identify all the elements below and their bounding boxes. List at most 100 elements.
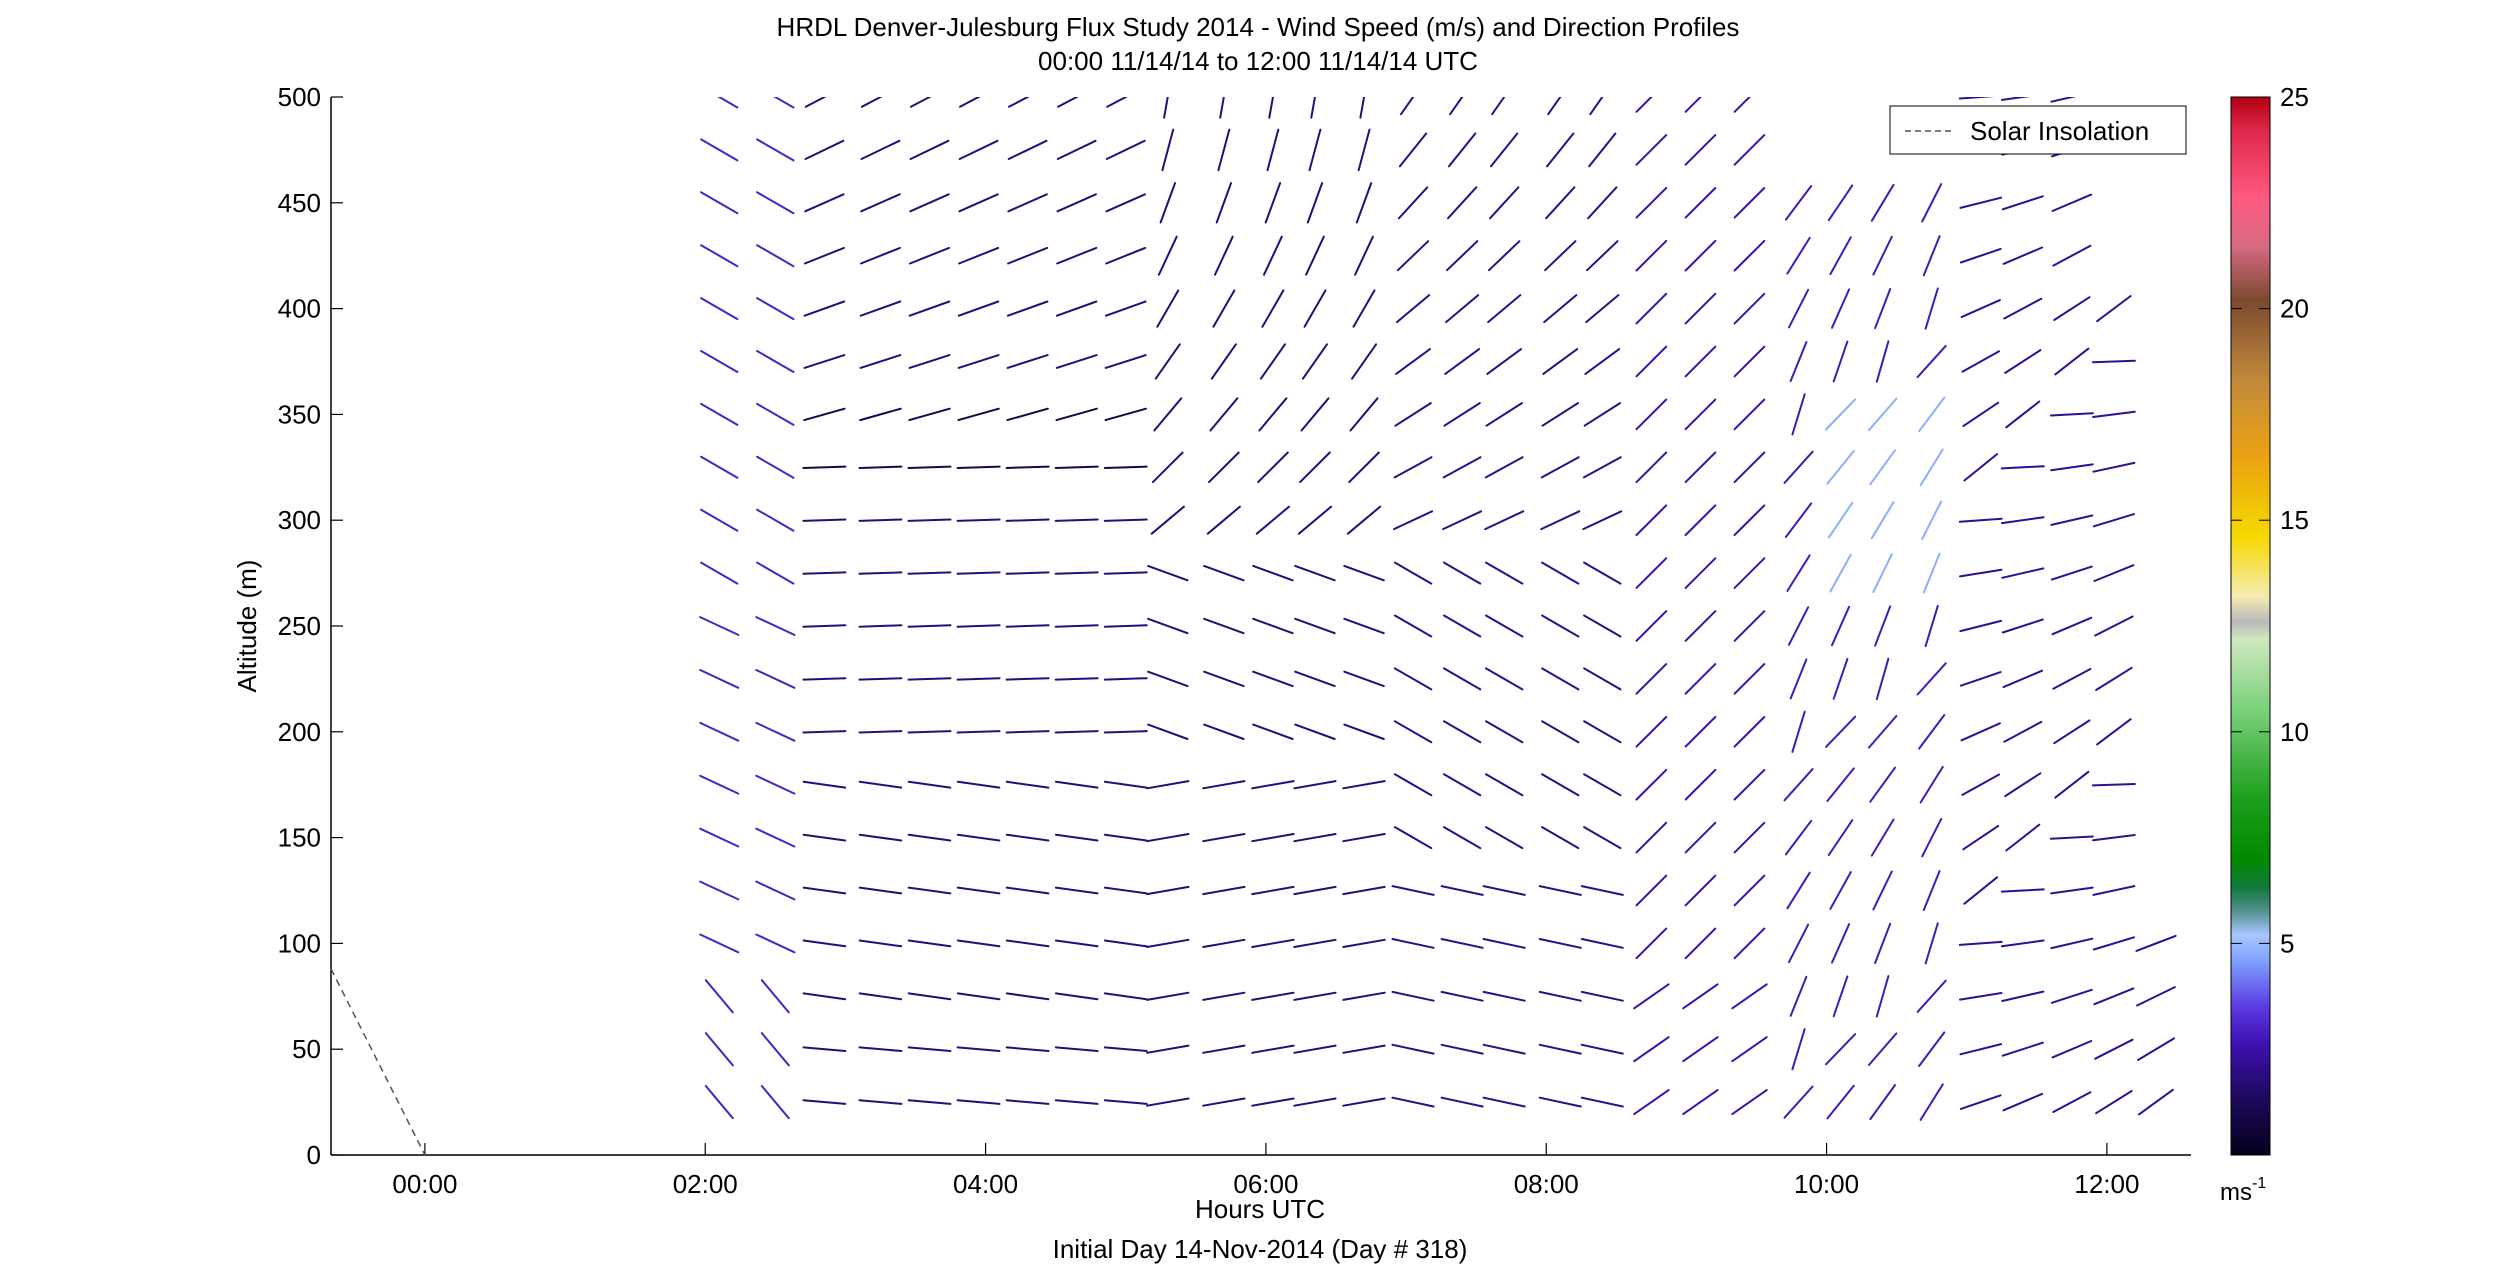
wind-barb [1633, 1089, 1670, 1116]
wind-barb [2049, 412, 2094, 417]
legend: Solar Insolation [1889, 105, 2187, 155]
wind-barb [1635, 716, 1668, 748]
wind-barb [1105, 139, 1146, 160]
wind-barb [956, 571, 1001, 575]
wind-barb [802, 624, 847, 628]
wind-barb [756, 561, 795, 585]
wind-barb [1635, 134, 1668, 166]
colorbar-unit-exponent: -1 [2252, 1175, 2266, 1192]
wind-barb [1202, 885, 1246, 896]
wind-barb [1731, 1036, 1768, 1063]
wind-barb [1103, 465, 1148, 469]
wind-barb [1733, 292, 1766, 325]
wind-barb [957, 300, 1000, 317]
wind-barb [1538, 990, 1582, 1002]
wind-barb [1251, 1044, 1295, 1054]
wind-barb [2052, 244, 2092, 267]
wind-barb [760, 979, 790, 1014]
x-tick-label: 02:00 [673, 1169, 738, 1199]
y-axis-label: Altitude (m) [232, 560, 262, 693]
wind-barb [1005, 780, 1050, 789]
wind-barb [1485, 667, 1524, 691]
wind-barb [1867, 715, 1898, 749]
colorbar-tick-label: 5 [2280, 928, 2294, 958]
wind-barb [1342, 991, 1386, 1001]
wind-barb [1342, 1097, 1386, 1107]
wind-barb [1005, 518, 1050, 522]
wind-barb [1103, 571, 1148, 575]
wind-barb [907, 624, 952, 628]
wind-barb [1789, 975, 1808, 1017]
wind-barb [2002, 246, 2044, 265]
wind-barb [1294, 723, 1336, 740]
wind-barb [1057, 97, 1079, 108]
y-tick-label: 400 [278, 294, 321, 324]
wind-barb [1684, 345, 1717, 378]
colorbar-unit: ms-1 [2220, 1175, 2266, 1206]
wind-barb [1103, 1046, 1148, 1052]
wind-barb [1393, 826, 1433, 850]
wind-barb [1293, 1097, 1337, 1107]
wind-barb [1962, 824, 2000, 851]
y-ticks: 0 50 100 150 200 250 300 350 400 450 500 [278, 82, 343, 1170]
wind-barb [2054, 770, 2090, 799]
wind-barb [2004, 772, 2042, 798]
wind-barb [1684, 610, 1717, 642]
wind-barb [1583, 667, 1622, 691]
wind-barb [1786, 236, 1811, 275]
wind-barb [1542, 348, 1579, 375]
wind-barb [1054, 571, 1099, 575]
wind-barb [1684, 557, 1717, 589]
wind-barb [1875, 975, 1890, 1018]
wind-barb [1103, 833, 1148, 842]
wind-barb [2096, 718, 2132, 746]
wind-barb [1872, 553, 1893, 593]
wind-barb [1541, 667, 1580, 691]
wind-barb [1103, 677, 1148, 681]
wind-barb [1251, 780, 1295, 790]
wind-barb [1444, 348, 1481, 375]
wind-barb [1484, 456, 1524, 479]
wind-barb [1684, 134, 1717, 166]
wind-barb [1251, 1097, 1295, 1107]
y-tick-label: 100 [278, 928, 321, 958]
wind-barb [1682, 1036, 1719, 1063]
wind-barb [1146, 833, 1190, 843]
wind-barb [1391, 885, 1435, 896]
wind-barb [700, 138, 739, 162]
wind-barb [2053, 296, 2091, 321]
wind-barb [2092, 834, 2136, 842]
x-ticks: 00:00 02:00 04:00 06:00 08:00 10:00 12:00 [392, 1143, 2139, 1199]
wind-barb [1633, 983, 1670, 1010]
wind-barb [2137, 1037, 2175, 1061]
wind-barb [1959, 992, 2003, 1001]
wind-barb [1921, 500, 1943, 540]
wind-barb [2138, 1088, 2174, 1116]
wind-barb [2003, 297, 2043, 320]
wind-barb [1391, 938, 1435, 949]
wind-barb [1540, 456, 1580, 479]
wind-barb [1959, 196, 2003, 209]
wind-barb [1153, 397, 1183, 432]
wind-barb [1867, 397, 1898, 432]
wind-barb [2051, 193, 2093, 212]
wind-barb [1872, 235, 1893, 276]
wind-barb [1212, 289, 1236, 328]
wind-barb [1103, 730, 1148, 734]
wind-barb [2136, 986, 2176, 1007]
wind-barb [1684, 768, 1717, 801]
wind-barb [1922, 870, 1941, 911]
wind-barb [956, 677, 1001, 681]
wind-barb [1255, 505, 1290, 535]
wind-barb [1006, 354, 1049, 369]
wind-barb [1580, 1043, 1624, 1055]
wind-barb [1482, 990, 1526, 1002]
x-tick-label: 12:00 [2074, 1169, 2139, 1199]
wind-barb [1582, 510, 1623, 531]
wind-barb [1959, 619, 2003, 633]
wind-barb [907, 465, 952, 469]
wind-barb [1103, 624, 1148, 628]
wind-barb [755, 616, 796, 636]
wind-barb [1585, 294, 1620, 324]
wind-barb [699, 880, 740, 901]
